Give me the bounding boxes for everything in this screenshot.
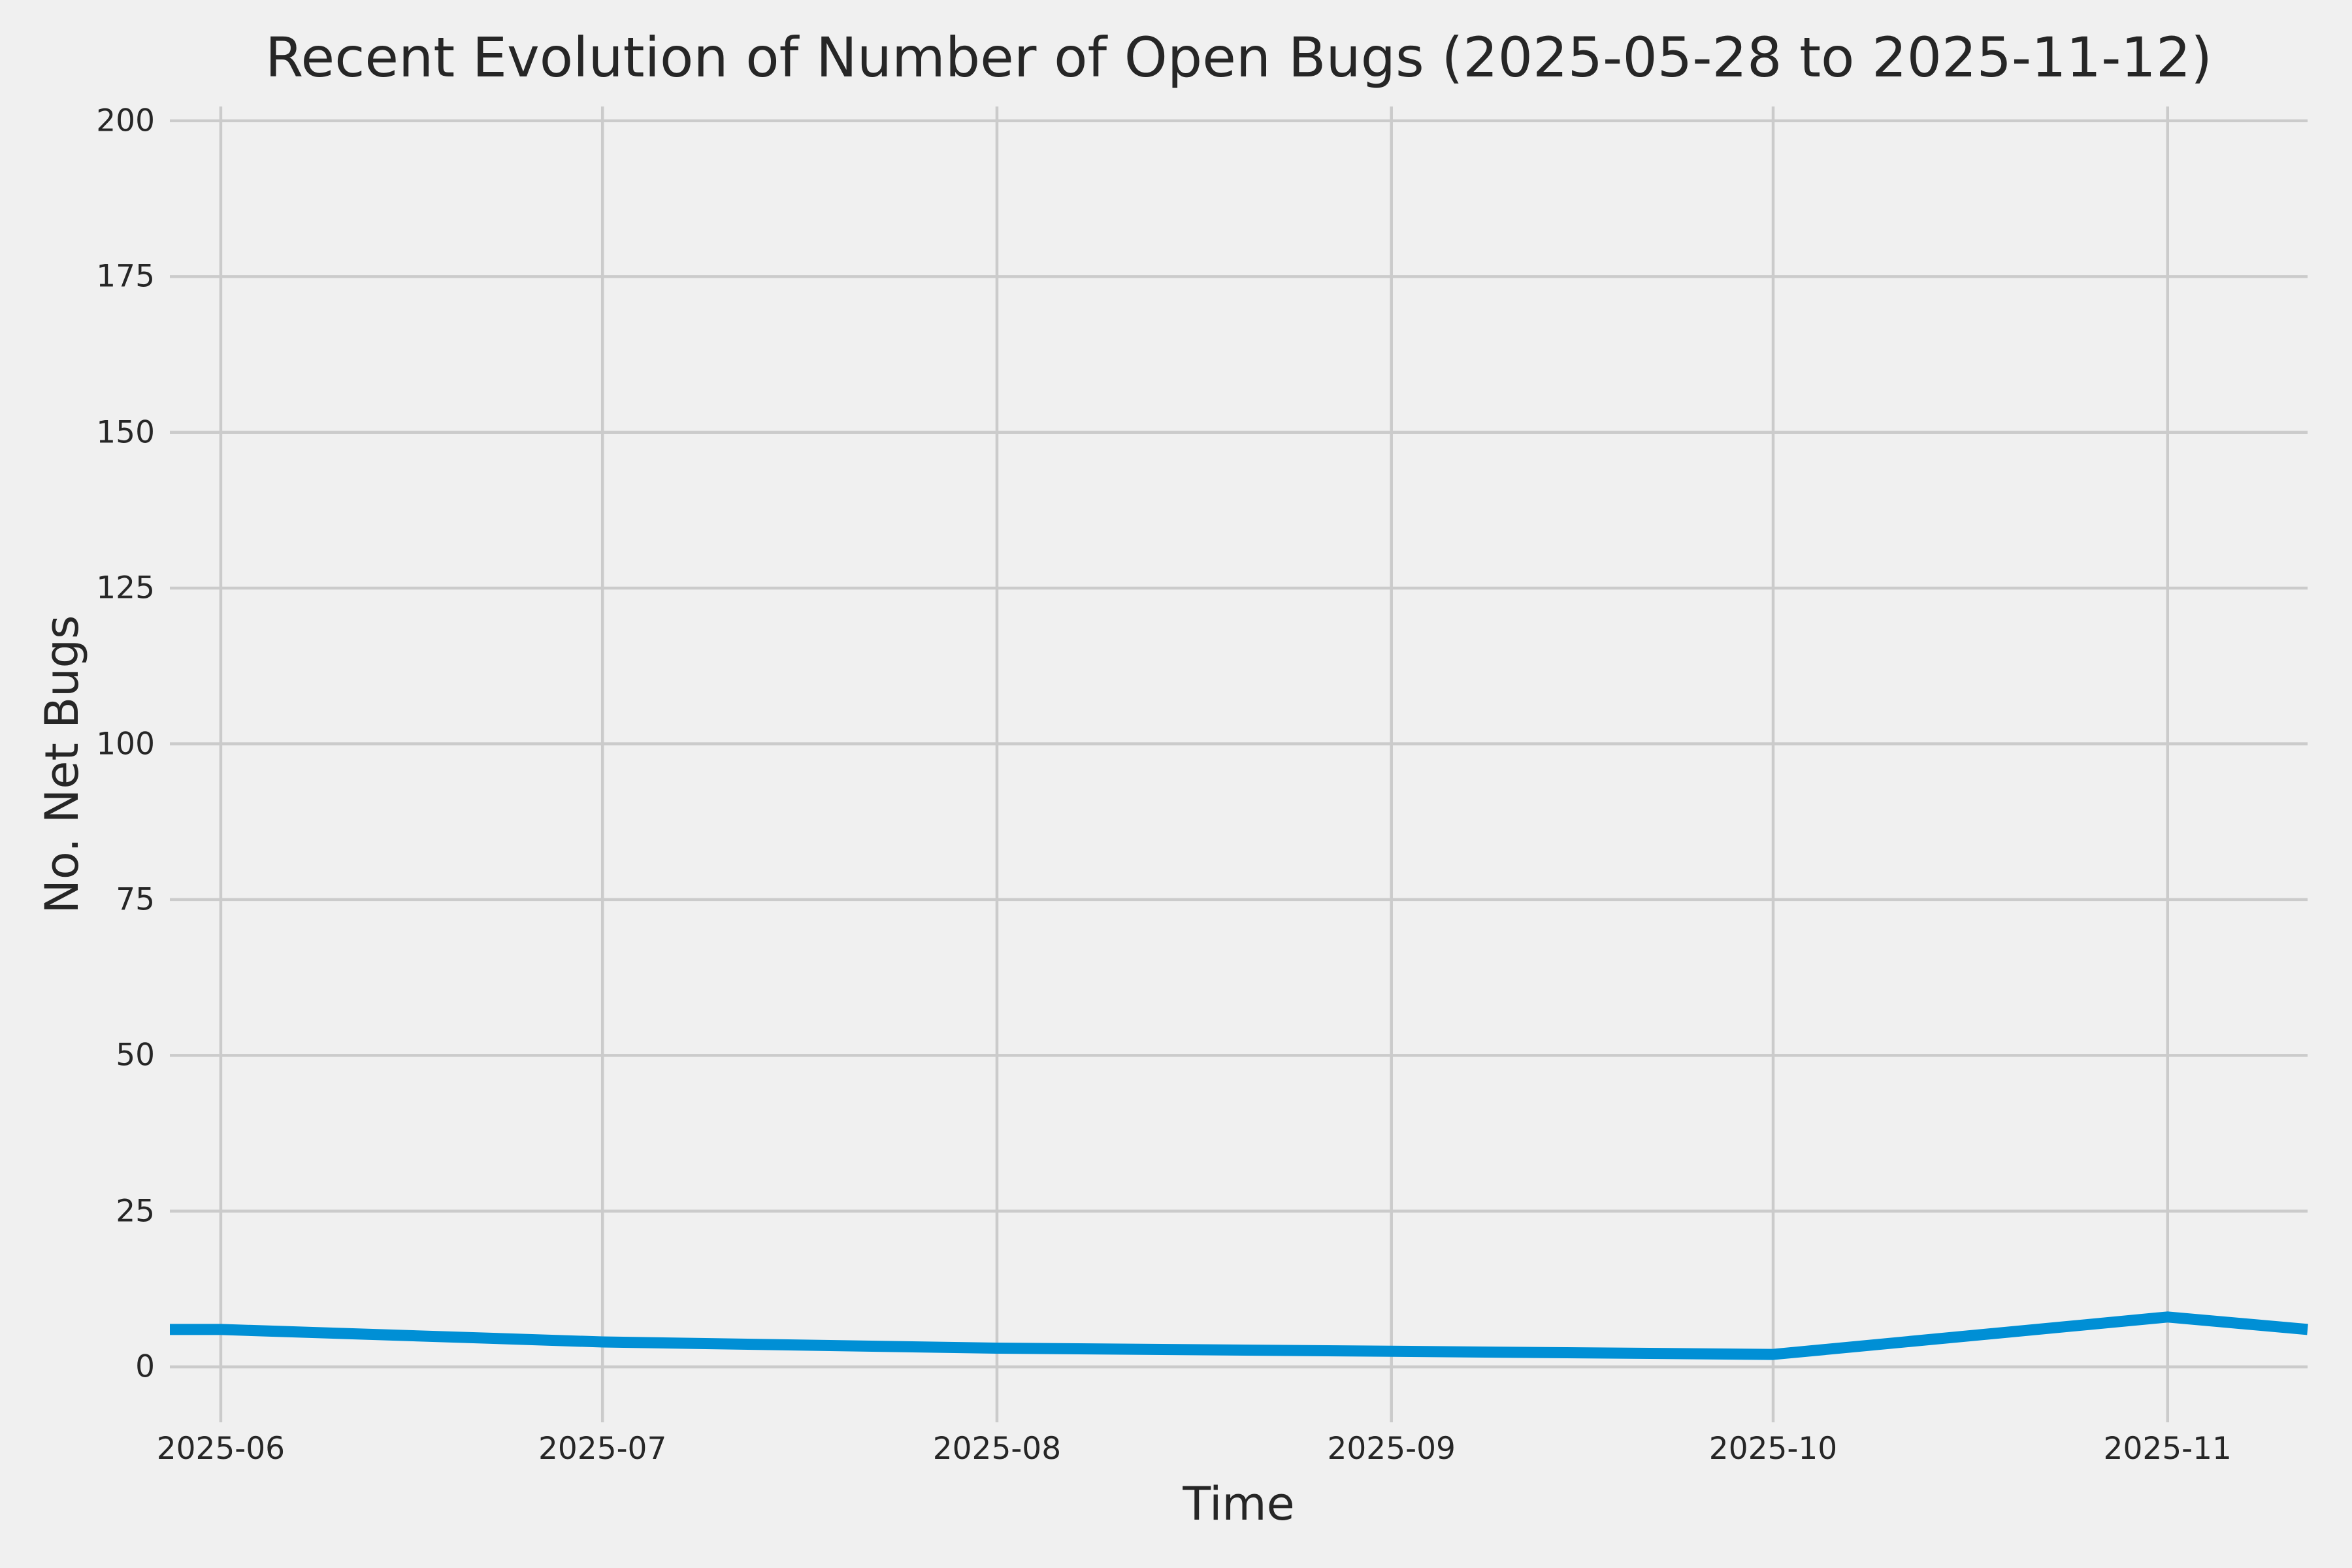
y-tick-label: 175 <box>96 258 155 295</box>
x-tick-label: 2025-10 <box>1708 1431 1838 1467</box>
grid-layer <box>170 106 2308 1422</box>
x-tick-label: 2025-11 <box>2103 1431 2232 1467</box>
y-tick-label: 125 <box>96 570 155 606</box>
x-tick-label: 2025-06 <box>156 1431 286 1467</box>
y-tick-label: 75 <box>116 881 155 918</box>
y-tick-label: 25 <box>116 1193 155 1230</box>
y-tick-label: 50 <box>116 1037 155 1073</box>
y-tick-label: 0 <box>135 1348 155 1385</box>
chart-title: Recent Evolution of Number of Open Bugs … <box>265 25 2213 90</box>
y-tick-label: 100 <box>96 726 155 762</box>
plot-area <box>170 106 2308 1422</box>
x-axis-label: Time <box>1183 1477 1295 1531</box>
x-tick-label: 2025-07 <box>538 1431 667 1467</box>
y-tick-label: 200 <box>96 103 155 139</box>
y-tick-label: 150 <box>96 414 155 451</box>
x-tick-label: 2025-08 <box>932 1431 1062 1467</box>
x-tick-label: 2025-09 <box>1327 1431 1456 1467</box>
series-line-open-bugs <box>170 1311 2308 1360</box>
y-axis-label: No. Net Bugs <box>35 615 89 914</box>
series-layer <box>170 1311 2308 1360</box>
